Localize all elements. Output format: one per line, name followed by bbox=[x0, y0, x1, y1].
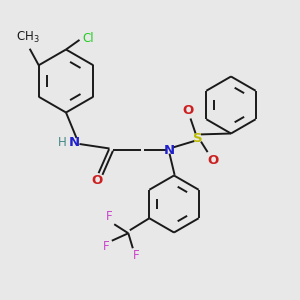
Text: H: H bbox=[58, 136, 67, 149]
Text: F: F bbox=[106, 210, 113, 223]
Text: O: O bbox=[183, 103, 194, 117]
Text: F: F bbox=[133, 249, 139, 262]
Text: Cl: Cl bbox=[82, 32, 94, 45]
Text: CH$_3$: CH$_3$ bbox=[16, 30, 40, 45]
Text: S: S bbox=[193, 131, 203, 145]
Text: N: N bbox=[68, 136, 80, 149]
Text: O: O bbox=[207, 154, 219, 167]
Text: N: N bbox=[164, 143, 175, 157]
Text: O: O bbox=[91, 173, 103, 187]
Text: F: F bbox=[103, 240, 109, 253]
